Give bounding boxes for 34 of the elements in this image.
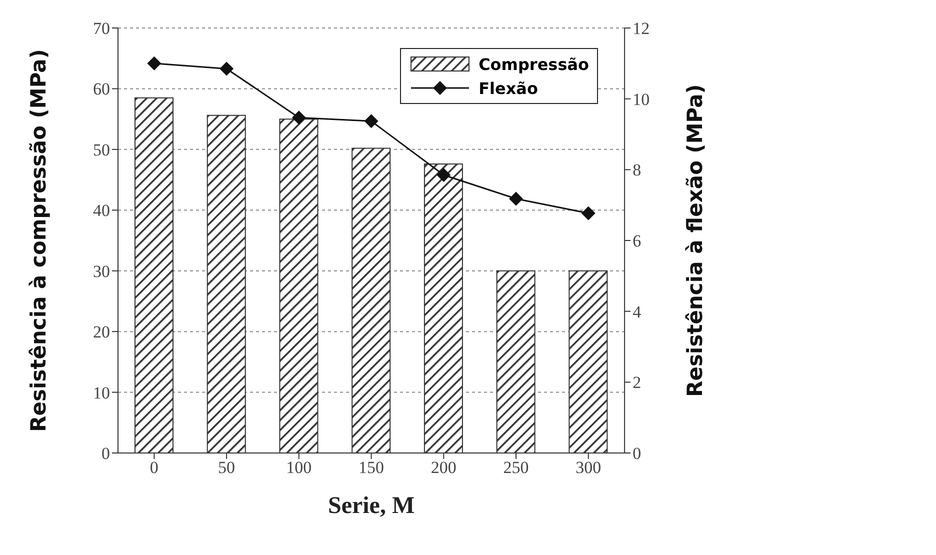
y-axis-title: Resistência à compressão (MPa)	[26, 49, 50, 432]
x-tick-label: 200	[430, 458, 456, 478]
point	[581, 206, 596, 220]
y-tick-label: 60	[93, 80, 110, 99]
x-tick-label: 250	[503, 458, 529, 478]
x-tick-label: 150	[358, 458, 384, 478]
y-tick-label: 40	[93, 201, 110, 220]
x-tick-label: 100	[286, 458, 312, 478]
y-tick-label: 30	[93, 262, 110, 281]
point	[364, 114, 378, 128]
y2-tick-label: 2	[632, 373, 642, 392]
x-tick-label: 50	[218, 458, 236, 478]
point	[436, 168, 451, 182]
y2-axis-title: Resistência à flexão (MPa)	[683, 84, 708, 397]
y-tick-label: 20	[93, 322, 110, 342]
y2-tick-label: 8	[632, 160, 642, 180]
point	[220, 62, 234, 76]
point	[509, 192, 524, 206]
y-tick-label: 70	[93, 19, 110, 38]
y2-tick-label: 10	[632, 90, 650, 109]
legend-label: Compressão	[478, 54, 589, 74]
y2-tick-label: 12	[632, 19, 650, 38]
x-tick-label: 0	[150, 458, 158, 478]
y2-tick-label: 6	[632, 232, 642, 251]
y2-tick-label: 0	[632, 444, 642, 464]
point	[147, 56, 162, 70]
y2-tick-label: 4	[632, 302, 642, 322]
y-tick-label: 0	[102, 444, 110, 464]
legend-label: Flexão	[478, 78, 538, 98]
y-tick-label: 10	[93, 383, 110, 402]
y-tick-label: 50	[93, 140, 110, 160]
x-tick-label: 300	[576, 458, 602, 478]
x-axis-title: Serie, M	[328, 493, 415, 519]
point	[292, 110, 306, 125]
